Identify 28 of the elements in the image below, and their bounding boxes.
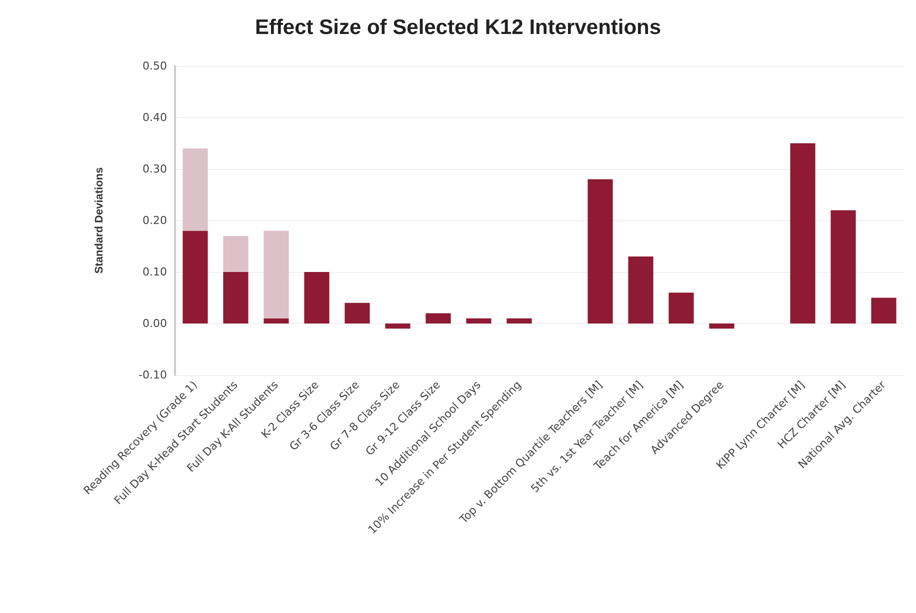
bar <box>466 318 492 324</box>
y-axis-title: Standard Deviations <box>94 167 106 274</box>
y-tick-label: 0.40 <box>142 111 167 124</box>
bar <box>264 230 289 318</box>
y-tick-label: 0.10 <box>142 266 167 278</box>
y-tick-label: 0.20 <box>142 214 167 227</box>
bar <box>223 236 248 272</box>
bar <box>426 313 451 324</box>
chart-title: Effect Size of Selected K12 Interventions <box>254 16 662 39</box>
bar <box>506 318 532 324</box>
bar <box>588 179 613 324</box>
bar <box>790 143 816 324</box>
bar <box>182 230 208 324</box>
bar <box>628 256 654 324</box>
y-tick-label: -0.10 <box>138 368 167 382</box>
y-tick-label: 0.00 <box>142 317 167 330</box>
bar <box>223 272 248 324</box>
bar <box>709 324 734 329</box>
bar <box>264 318 289 324</box>
bar <box>344 302 370 324</box>
bar <box>385 324 410 329</box>
bar <box>830 210 856 324</box>
bar <box>182 148 208 231</box>
bar <box>668 292 694 324</box>
y-tick-label: 0.30 <box>142 162 167 176</box>
bar <box>871 298 896 324</box>
bar <box>304 272 330 324</box>
y-tick-label: 0.50 <box>142 60 167 72</box>
